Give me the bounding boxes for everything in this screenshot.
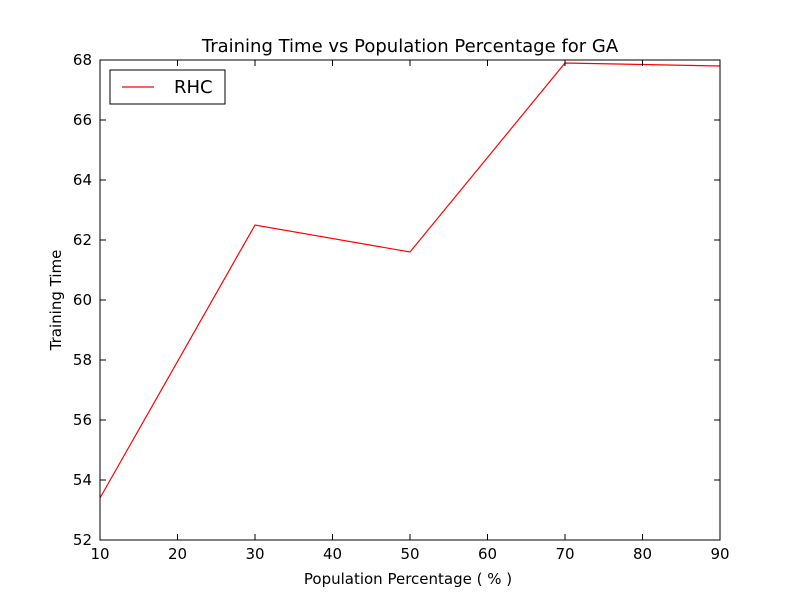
x-tick-label: 80 [633, 545, 652, 563]
y-tick-label: 64 [73, 171, 92, 189]
series-line-rhc [99, 62, 721, 499]
y-tick-label: 60 [73, 291, 92, 309]
x-tick-label: 20 [168, 545, 187, 563]
x-tick-label: 30 [245, 545, 264, 563]
y-axis-label: Training Time [47, 250, 65, 352]
y-tick-label: 66 [73, 111, 92, 129]
y-tick-label: 54 [73, 471, 92, 489]
legend: RHC [109, 69, 226, 105]
x-tick-label: 90 [710, 545, 729, 563]
y-tick-label: 62 [73, 231, 92, 249]
x-tick-label: 70 [555, 545, 574, 563]
x-axis-label: Population Percentage ( % ) [304, 570, 512, 588]
x-tick-label: 10 [90, 545, 109, 563]
y-tick-label: 68 [73, 51, 92, 69]
y-tick-label: 52 [73, 531, 92, 549]
series-layer [99, 62, 721, 499]
x-tick-label: 50 [400, 545, 419, 563]
y-tick-label: 58 [73, 351, 92, 369]
legend-label-rhc: RHC [174, 77, 213, 98]
y-tick-label: 56 [73, 411, 92, 429]
chart-title: Training Time vs Population Percentage f… [201, 36, 619, 57]
x-tick-label: 60 [478, 545, 497, 563]
ticks-layer: 10 20 30 40 50 60 70 80 90 52 54 56 58 60 62 64 66 68 [73, 51, 730, 563]
x-tick-label: 40 [323, 545, 342, 563]
